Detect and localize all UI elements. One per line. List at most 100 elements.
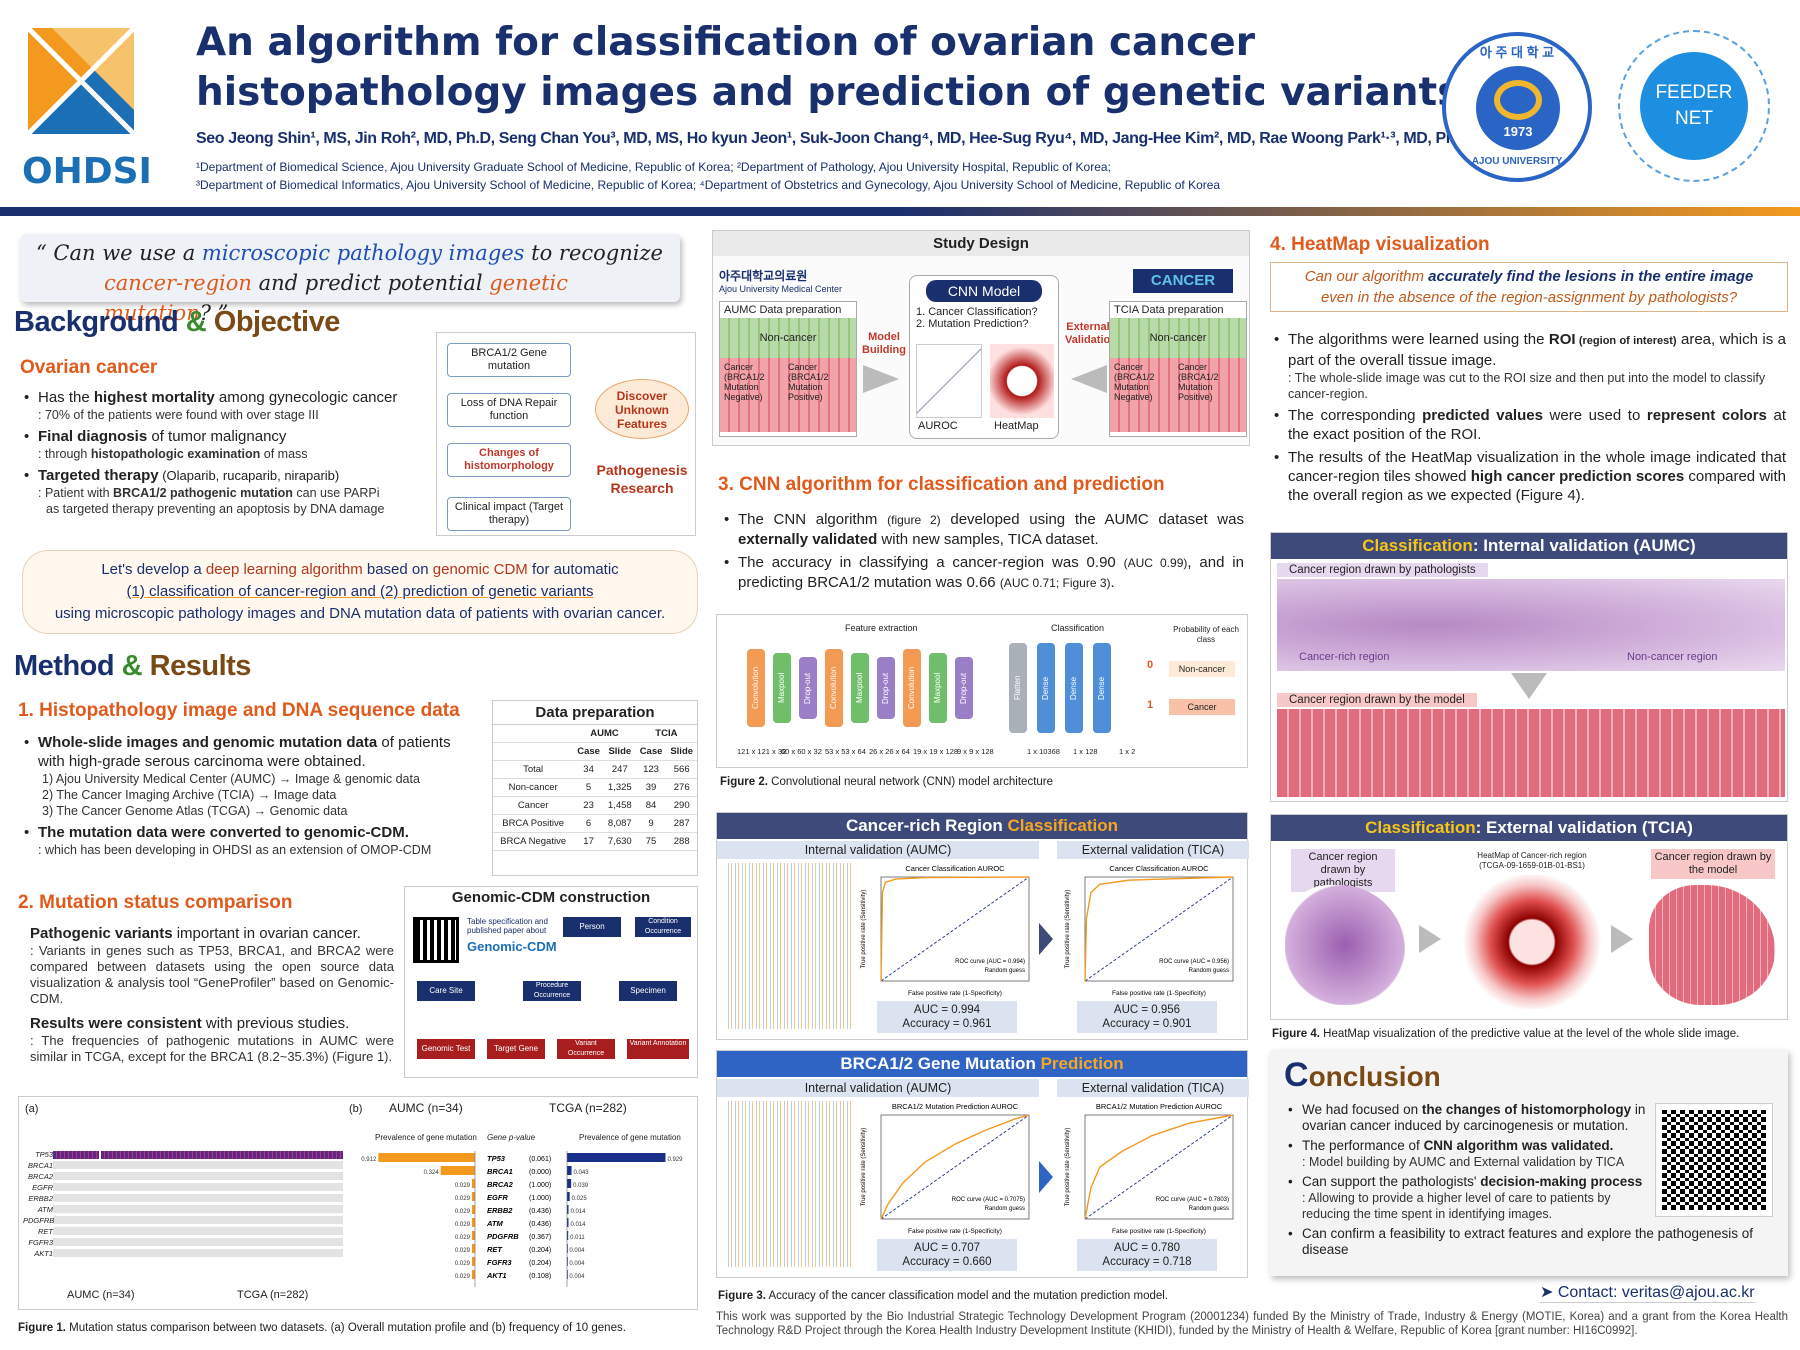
gene-label: BRCA1: [487, 1167, 513, 1176]
data-prep-title: Data preparation: [493, 701, 697, 725]
conclusion-4: Can confirm a feasibility to extract fea…: [1288, 1226, 1758, 1258]
poster-title-line1: An algorithm for classification of ovari…: [196, 20, 1255, 65]
fig1-aumc-title: AUMC (n=34): [389, 1101, 463, 1115]
output-1: 1: [1147, 699, 1154, 711]
table-row: BRCA Negative 17 7,630 75 288: [493, 832, 697, 851]
ajou-seal-inner: 1973: [1476, 66, 1560, 150]
roc-legend: ROC curve (AUC = 0.7803): [1156, 1197, 1229, 1203]
roc-title: Cancer Classification AUROC: [1109, 864, 1209, 873]
pvalue-label: (1.000): [529, 1182, 551, 1189]
roc-title: BRCA1/2 Mutation Prediction AUROC: [1096, 1102, 1223, 1111]
background-heading: Background & Objective: [14, 306, 340, 338]
cnn-dim-label: 121 x 121 x 32: [737, 747, 787, 756]
p1-int-roc: Cancer Classification AUROC ROC curve (AU…: [861, 864, 1030, 997]
ohdsi-logo-icon: [26, 26, 136, 136]
feature-extraction-label: Feature extraction: [845, 623, 918, 633]
header: OHDSI An algorithm for classification of…: [0, 0, 1800, 205]
aumc-bar: [471, 1179, 475, 1188]
bullet-predicted-values: The corresponding predicted values were …: [1274, 406, 1786, 444]
roc-legend-random: Random guess: [985, 968, 1025, 974]
cnn-layer: Maxpool: [773, 653, 791, 723]
pathologist-tag: Cancer region drawn by pathologists: [1277, 563, 1488, 577]
section-1-heading: 1. Histopathology image and DNA sequence…: [18, 700, 460, 721]
research-question: “ Can we use a microscopic pathology ima…: [20, 234, 680, 325]
fig1-panel-b-label: (b): [349, 1103, 363, 1115]
down-arrow-icon: [1511, 673, 1547, 699]
oncoprint-aumc-label: AUMC (n=34): [67, 1289, 135, 1301]
roc-title: Cancer Classification AUROC: [905, 864, 1005, 873]
conclusion-3: Can support the pathologists' decision-m…: [1288, 1174, 1650, 1222]
external-validation-header: Classification: External validation (TCI…: [1271, 815, 1787, 841]
cnn-layer: Maxpool: [929, 653, 947, 723]
pvalue-label: (0.204): [529, 1260, 551, 1267]
flow-clinical-impact: Clinical impact (Target therapy): [447, 497, 571, 531]
pathogenic-variants-detail: : Variants in genes such as TP53, BRCA1,…: [30, 943, 394, 1006]
pvalue-label: (0.367): [529, 1234, 551, 1241]
ext-heatmap-grid: [1459, 875, 1605, 1009]
cnn-dim-label: 1 x 2: [1119, 747, 1136, 756]
aumc-bar: [471, 1205, 475, 1214]
conclusion-bullets: We had focused on the changes of histomo…: [1288, 1102, 1753, 1262]
gene-label: FGFR3: [487, 1258, 512, 1267]
cnn-q1: 1. Cancer Classification?: [916, 306, 1038, 318]
section-3-bullets: The CNN algorithm (figure 2) developed u…: [724, 510, 1244, 597]
model-tag: Cancer region drawn by the model: [1277, 693, 1477, 707]
gene-label: RET: [487, 1245, 503, 1254]
aumc-bar: [471, 1257, 475, 1266]
auroc-label: AUROC: [918, 420, 958, 432]
oncoprint-tp53-bar: [53, 1151, 343, 1159]
conclusion-1: We had focused on the changes of histomo…: [1288, 1102, 1650, 1134]
classification-label: Classification: [1051, 623, 1105, 633]
cnn-layer: Drop-out: [955, 657, 973, 719]
contact-link[interactable]: ➤ Contact: veritas@ajou.ac.kr: [1540, 1284, 1755, 1303]
genomic-cdm-diagram: Genomic-CDM construction Table specifica…: [404, 886, 698, 1078]
gene-label: BRCA2: [487, 1180, 514, 1189]
cnn-layer: Drop-out: [799, 657, 817, 719]
flow-dna-repair: Loss of DNA Repair function: [447, 393, 571, 427]
table-row: BRCA Positive 6 8,087 9 287: [493, 814, 697, 833]
tcia-logo: CANCER: [1133, 269, 1233, 293]
aumc-bar-label: 0.029: [455, 1209, 471, 1215]
tcga-bar: [567, 1231, 569, 1240]
oncoprint: [53, 1151, 343, 1259]
bullet-cnn-accuracy: The accuracy in classifying a cancer-reg…: [724, 553, 1244, 593]
internal-validation-panel: Classification: Internal validation (AUM…: [1270, 532, 1788, 802]
tcga-bar-label: 0.004: [569, 1274, 585, 1280]
tcga-bar-label: 0.014: [570, 1209, 586, 1215]
cnn-layer: Drop-out: [877, 657, 895, 719]
poster-title-line2: histopathology images and prediction of …: [196, 70, 1461, 115]
pvalue-label: (0.061): [529, 1156, 551, 1163]
p1-ext-roc: Cancer Classification AUROC ROC curve (AU…: [1065, 864, 1234, 997]
background-bullets: Has the highest mortality among gynecolo…: [24, 388, 434, 521]
aumc-bar: [471, 1270, 475, 1279]
p2-arrow-icon: [1039, 1161, 1053, 1193]
aumc-bar: [471, 1244, 475, 1253]
feedernet-logo-text-2: NET: [1675, 108, 1713, 129]
cnn-dim-label: 1 x 10368: [1027, 747, 1060, 756]
p2-internal-title: Internal validation (AUMC): [717, 1079, 1039, 1097]
roc-legend-random: Random guess: [1189, 1206, 1229, 1212]
tcga-bar-label: 0.929: [667, 1157, 683, 1163]
roc-curve-line: [1084, 876, 1234, 982]
roc-ylabel: True positive rate (Sensitivity): [861, 890, 867, 969]
cnn-layer: Dense: [1093, 643, 1111, 733]
internal-validation-header: Classification: Internal validation (AUM…: [1271, 533, 1787, 559]
affiliation-2: ³Department of Biomedical Informatics, A…: [196, 178, 1221, 192]
p1-int-metrics: AUC = 0.994 Accuracy = 0.961: [877, 1001, 1017, 1033]
tcia-prep-label: TCIA Data preparation: [1114, 304, 1224, 316]
p2-loss-chart: [725, 1101, 853, 1267]
tcga-bar: [567, 1244, 568, 1253]
pvalue-label: (0.000): [529, 1169, 551, 1176]
study-design: Study Design 아주대학교의료원 Ajou University Med…: [712, 230, 1250, 446]
roc-ylabel: True positive rate (Sensitivity): [1065, 1128, 1071, 1207]
section-3-heading: 3. CNN algorithm for classification and …: [718, 474, 1165, 495]
cdm-node-target-gene: Target Gene: [487, 1039, 545, 1059]
method-heading: Method & Results: [14, 650, 251, 682]
tcia-prep-panel: TCIA Data preparation Non-cancer Cancer …: [1109, 301, 1247, 437]
table-row: Cancer 23 1,458 84 290: [493, 796, 697, 815]
tcga-bar: [567, 1179, 572, 1188]
p1-internal-title: Internal validation (AUMC): [717, 841, 1039, 859]
data-preparation-table: Data preparation AUMC TCIA Case Slide Case S…: [492, 700, 698, 876]
figure-1: (a) (b) TP53 BRCA1 BRCA2 EGFR ERBB2 ATM PDGFRB…: [18, 1096, 698, 1310]
cnn-model-panel: CNN Model 1. Cancer Classification? 2. M…: [909, 275, 1059, 439]
